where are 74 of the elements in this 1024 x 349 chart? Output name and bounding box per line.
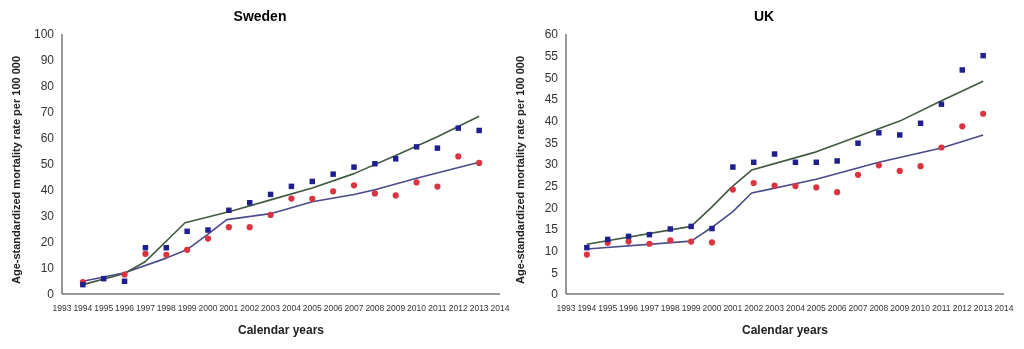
y-tick-label: 80 (40, 79, 55, 94)
x-tick-label: 2001 (219, 303, 239, 314)
x-tick-label: 2002 (744, 303, 764, 314)
x-tick-label: 2000 (198, 303, 218, 314)
x-axis-title: Calendar years (741, 323, 829, 337)
y-tick-label: 20 (544, 200, 559, 215)
x-tick-label: 2001 (723, 303, 743, 314)
x-tick-label: 2013 (469, 303, 489, 314)
y-tick-label: 70 (40, 105, 55, 120)
x-tick-label: 2008 (365, 303, 385, 314)
x-tick-label: 1996 (115, 303, 135, 314)
x-tick-label: 2006 (323, 303, 343, 314)
x-tick-label: 2011 (932, 303, 951, 314)
x-tick-label: 2010 (911, 303, 931, 314)
x-tick-label: 1994 (577, 303, 597, 314)
y-tick-label: 5 (551, 265, 559, 280)
y-tick-label: 15 (544, 222, 559, 237)
x-tick-label: 1993 (556, 303, 576, 314)
x-tick-label: 1993 (52, 303, 72, 314)
y-tick-label: 30 (544, 157, 559, 172)
chart-title: UK (752, 8, 776, 26)
y-tick-label: 40 (544, 113, 559, 128)
y-tick-label: 45 (544, 92, 559, 107)
y-tick-label: 50 (40, 157, 55, 172)
y-tick-label: 10 (544, 243, 559, 258)
x-tick-label: 1995 (598, 303, 618, 314)
x-tick-label: 1997 (135, 303, 156, 314)
x-tick-label: 1994 (73, 303, 93, 314)
x-tick-label: 1996 (619, 303, 639, 314)
x-tick-label: 1998 (660, 303, 681, 314)
y-tick-label: 30 (40, 209, 55, 224)
y-tick-label: 50 (544, 70, 559, 85)
x-tick-label: 1999 (177, 303, 197, 314)
x-tick-label: 1997 (639, 303, 660, 314)
x-tick-label: 2014 (994, 303, 1014, 314)
y-tick-label: 25 (544, 178, 559, 193)
x-axis-title: Calendar years (237, 323, 325, 337)
chart-title: Sweden (232, 8, 288, 26)
y-tick-label: 90 (40, 53, 55, 68)
x-tick-label: 2007 (344, 303, 364, 314)
y-tick-label: 10 (40, 261, 55, 276)
x-tick-label: 1999 (681, 303, 701, 314)
x-tick-label: 1995 (94, 303, 114, 314)
x-tick-label: 2009 (386, 303, 406, 314)
x-tick-label: 2005 (302, 303, 323, 314)
y-axis-title: Age-standardized mortality rate per 100 000 (9, 55, 22, 284)
y-tick-label: 100 (33, 27, 55, 42)
x-tick-label: 2010 (407, 303, 427, 314)
x-tick-label: 2012 (952, 303, 973, 314)
x-tick-label: 2008 (869, 303, 889, 314)
y-tick-label: 0 (551, 287, 559, 302)
y-tick-label: 0 (47, 287, 55, 302)
x-tick-label: 2004 (281, 303, 302, 314)
y-tick-label: 55 (544, 48, 559, 63)
x-tick-label: 2013 (973, 303, 993, 314)
x-tick-label: 2003 (261, 303, 281, 314)
y-axis-title: Age-standardized mortality rate per 100 000 (513, 55, 526, 284)
y-tick-label: 60 (544, 27, 559, 42)
x-tick-label: 2009 (890, 303, 910, 314)
x-tick-label: 2014 (490, 303, 510, 314)
x-tick-label: 2011 (428, 303, 447, 314)
x-tick-label: 2002 (240, 303, 260, 314)
y-tick-label: 40 (40, 183, 55, 198)
y-tick-label: 60 (40, 131, 55, 146)
x-tick-label: 2000 (702, 303, 722, 314)
x-tick-label: 2003 (765, 303, 785, 314)
x-tick-label: 2005 (806, 303, 827, 314)
y-tick-label: 35 (544, 135, 559, 150)
x-tick-label: 1998 (156, 303, 177, 314)
x-tick-label: 2012 (448, 303, 469, 314)
x-tick-label: 2007 (848, 303, 868, 314)
x-tick-label: 2006 (827, 303, 847, 314)
x-tick-label: 2004 (785, 303, 806, 314)
y-tick-label: 20 (40, 235, 55, 250)
